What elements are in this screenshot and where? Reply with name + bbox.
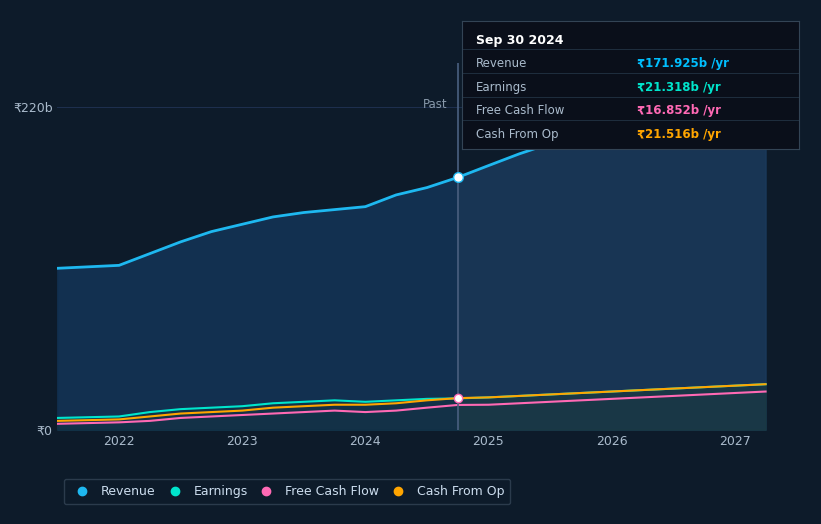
Text: Analysts Forecasts: Analysts Forecasts bbox=[468, 98, 577, 111]
Text: ₹171.925b /yr: ₹171.925b /yr bbox=[637, 57, 729, 70]
Text: ₹21.516b /yr: ₹21.516b /yr bbox=[637, 128, 721, 141]
Text: Cash From Op: Cash From Op bbox=[475, 128, 558, 141]
Text: Earnings: Earnings bbox=[475, 81, 527, 94]
Text: Sep 30 2024: Sep 30 2024 bbox=[475, 34, 563, 47]
Text: Revenue: Revenue bbox=[475, 57, 527, 70]
Text: ₹21.318b /yr: ₹21.318b /yr bbox=[637, 81, 721, 94]
Text: Free Cash Flow: Free Cash Flow bbox=[475, 104, 564, 117]
Text: ₹16.852b /yr: ₹16.852b /yr bbox=[637, 104, 722, 117]
Text: Past: Past bbox=[424, 98, 448, 111]
Legend: Revenue, Earnings, Free Cash Flow, Cash From Op: Revenue, Earnings, Free Cash Flow, Cash … bbox=[64, 478, 511, 504]
